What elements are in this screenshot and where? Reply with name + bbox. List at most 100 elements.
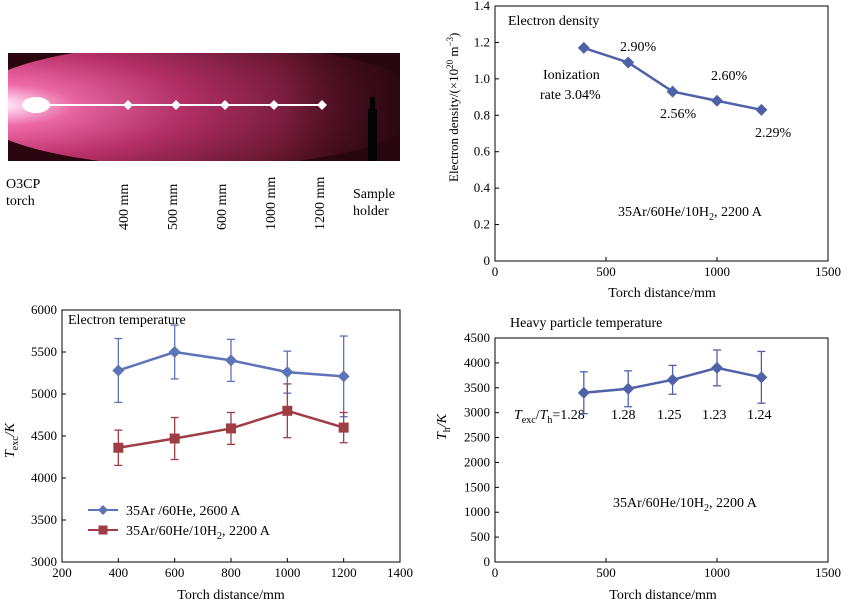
y-tick-label: 0 <box>484 554 491 569</box>
legend-label: 35Ar /60He, 2600 A <box>126 504 241 519</box>
chart-title: Heavy particle temperature <box>510 316 662 331</box>
y-tick-label: 6000 <box>31 302 57 317</box>
sample-holder-label: Sample holder <box>353 187 395 219</box>
data-point <box>666 373 679 386</box>
data-point <box>281 366 294 379</box>
y-tick-label: 4500 <box>31 428 57 443</box>
ratio-value: 1.23 <box>702 408 727 423</box>
y-tick-label: 1000 <box>464 504 490 519</box>
data-point <box>112 364 125 377</box>
torch-photo <box>8 53 400 161</box>
data-point <box>666 85 679 98</box>
y-tick-label: 0.2 <box>474 217 490 232</box>
data-point <box>622 382 635 395</box>
data-point <box>577 386 590 399</box>
x-tick-label: 1500 <box>815 565 841 580</box>
torch-photo-panel: O3CP torch Sample holder 400 mm 500 mm 6… <box>0 0 430 240</box>
y-tick-label: 3000 <box>31 554 57 569</box>
y-tick-label: 500 <box>471 529 491 544</box>
legend: 35Ar /60He, 2600 A 35Ar/60He/10H2, 2200 … <box>88 504 271 542</box>
x-tick-label: 400 <box>109 565 129 580</box>
y-tick-label: 2500 <box>464 430 490 445</box>
x-tick-label: 1500 <box>815 264 841 279</box>
ratio-value: 1.28 <box>611 408 636 423</box>
y-axis-label: Texc/K <box>3 422 21 458</box>
plot-frame <box>494 337 829 563</box>
data-point <box>755 371 768 384</box>
y-tick-label: 3500 <box>31 512 57 527</box>
ratio-value: 1.24 <box>747 408 772 423</box>
data-point <box>225 354 237 367</box>
annotation-label: 2.29% <box>755 126 792 141</box>
y-tick-label: 3500 <box>464 380 490 395</box>
heavy-particle-temperature-chart: 0 500 1000 1500 0 500 1000 1500 2000 2500 3000 3500… <box>435 316 841 603</box>
data-point <box>113 442 124 453</box>
electron-temperature-chart: 200 400 600 800 1000 1200 1400 3000 3500 4000 4500… <box>3 302 413 603</box>
x-tick-label: 0 <box>492 264 499 279</box>
x-axis-label: Torch distance/mm <box>177 588 285 603</box>
data-point <box>169 433 180 444</box>
x-tick-label: 0 <box>492 565 499 580</box>
y-tick-label: 0.4 <box>474 180 491 195</box>
x-tick-label: 800 <box>221 565 241 580</box>
y-tick-label: 0.6 <box>474 144 491 159</box>
condition-label: 35Ar/60He/10H2, 2200 A <box>618 205 763 223</box>
electron-density-chart: 0 500 1000 1500 0 0.2 0.4 0.6 0.8 1.0 1.2 1.4 Elect… <box>445 0 841 301</box>
data-point <box>755 103 768 116</box>
torch-label: O3CP torch <box>6 177 41 209</box>
legend-marker <box>98 505 108 515</box>
y-tick-label: 1500 <box>464 479 490 494</box>
y-axis-label: Th/K <box>435 413 453 440</box>
y-tick-label: 2000 <box>464 454 490 469</box>
data-point <box>711 94 723 107</box>
x-tick-label: 600 <box>165 565 185 580</box>
data-point <box>338 422 349 433</box>
chart-title: Electron temperature <box>68 313 186 328</box>
y-tick-label: 4000 <box>31 470 57 485</box>
y-tick-label: 5000 <box>31 386 57 401</box>
plume-fade <box>8 53 400 161</box>
data-point <box>337 370 350 383</box>
y-tick-label: 1.0 <box>474 71 490 86</box>
plot-frame <box>494 5 829 262</box>
data-point <box>577 41 590 54</box>
annotation-label: rate 3.04% <box>540 88 601 103</box>
data-point <box>711 361 723 374</box>
y-tick-label: 5500 <box>31 344 57 359</box>
y-tick-label: 3000 <box>464 405 490 420</box>
x-tick-label: 200 <box>52 565 72 580</box>
y-tick-label: 4000 <box>464 355 490 370</box>
y-tick-label: 0.8 <box>474 107 490 122</box>
legend-label: 35Ar/60He/10H2, 2200 A <box>126 524 271 542</box>
chart-title: Electron density <box>508 14 599 29</box>
annotation-label: 2.90% <box>620 40 657 55</box>
sample-holder-shape <box>370 97 375 111</box>
annotation-label: 2.60% <box>711 69 748 84</box>
y-axis-label: Electron density/(×1020 m−3) <box>445 33 461 182</box>
y-tick-label: 1.4 <box>474 0 491 13</box>
x-tick-label: 1400 <box>387 565 413 580</box>
y-tick-label: 4500 <box>464 330 490 345</box>
condition-label: 35Ar/60He/10H2, 2200 A <box>613 496 758 514</box>
plasma-core <box>22 97 50 113</box>
legend-marker <box>98 525 108 535</box>
plot-frame <box>61 309 401 563</box>
measurement-point <box>317 100 327 110</box>
measurement-point <box>171 100 181 110</box>
annotation-label: 2.56% <box>660 107 697 122</box>
x-tick-label: 1000 <box>704 565 730 580</box>
measurement-point <box>269 100 279 110</box>
data-point <box>226 423 236 434</box>
x-axis-label: Torch distance/mm <box>609 588 717 603</box>
ratio-value: 1.25 <box>657 408 682 423</box>
measurement-point <box>220 100 230 110</box>
data-point <box>282 405 293 416</box>
data-point <box>622 56 635 69</box>
sample-holder-shape <box>368 109 377 161</box>
y-tick-label: 1.2 <box>474 34 490 49</box>
x-axis-label: Torch distance/mm <box>608 286 716 301</box>
data-point <box>168 346 181 358</box>
x-tick-label: 500 <box>596 264 616 279</box>
y-tick-label: 0 <box>484 253 491 268</box>
x-tick-label: 500 <box>596 565 616 580</box>
